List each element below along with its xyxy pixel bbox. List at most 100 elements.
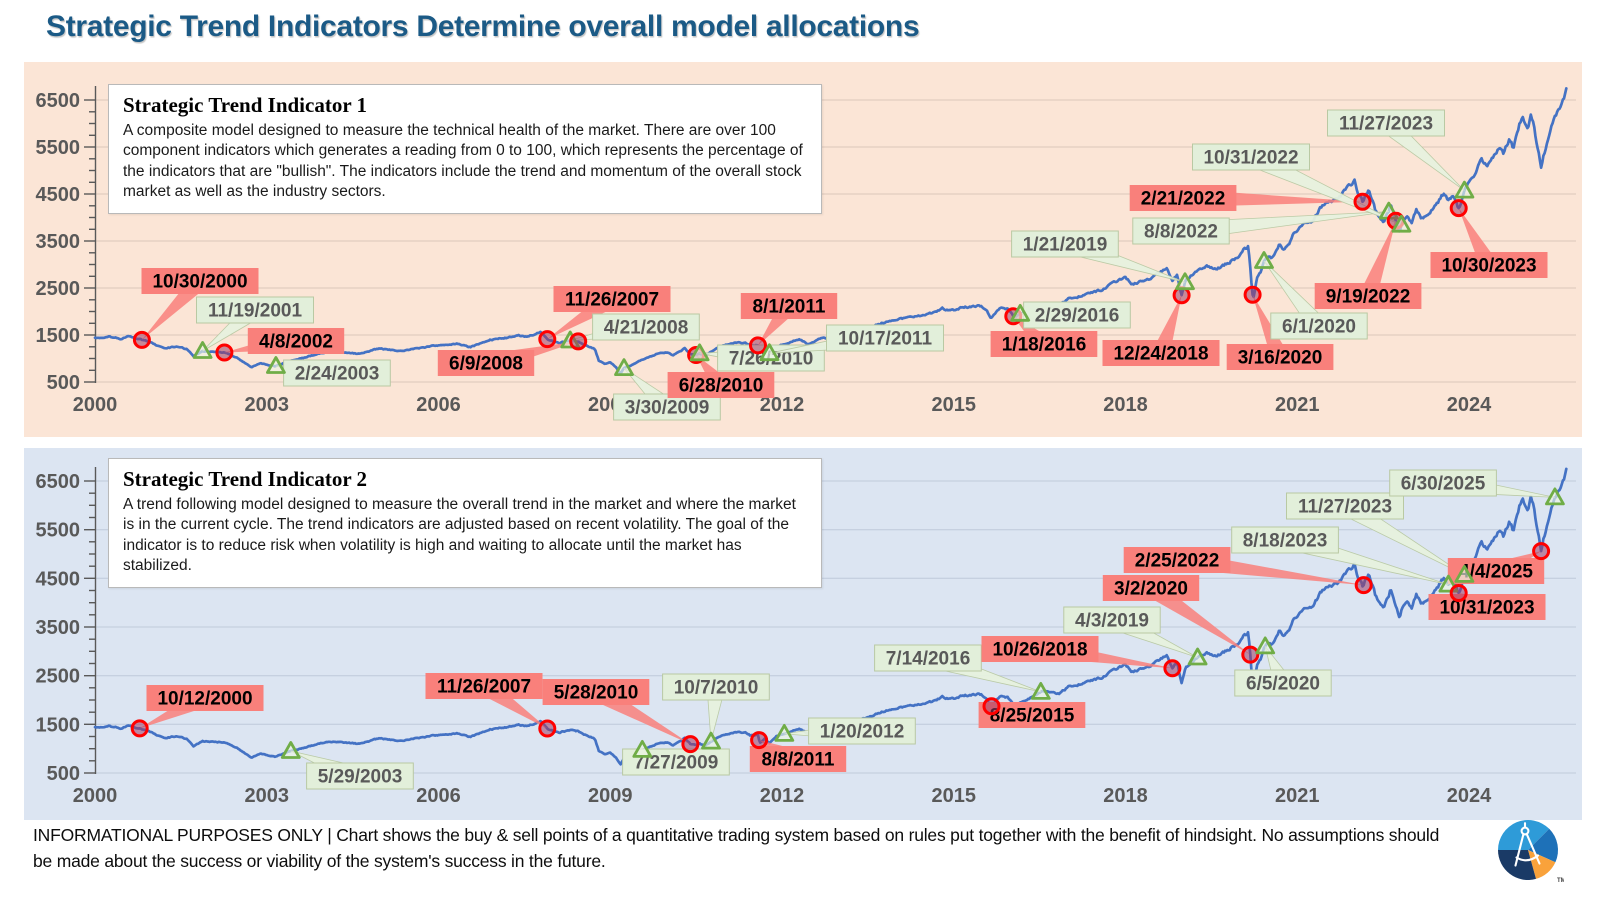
- indicator1-heading: Strategic Trend Indicator 1: [123, 93, 368, 117]
- sell-date-label: [740, 293, 838, 319]
- brand-logo: TM: [1498, 820, 1564, 884]
- sell-marker-icon: [538, 330, 557, 349]
- sell-marker-icon: [132, 330, 151, 349]
- x-axis-label: 2024: [1447, 785, 1492, 807]
- sell-callout-leader: [1359, 220, 1396, 300]
- date-label-text: 4/8/2002: [259, 332, 333, 353]
- buy-marker-icon: [192, 341, 213, 359]
- sell-marker-icon: [1354, 576, 1373, 595]
- buy-marker-icon: [1454, 180, 1475, 199]
- date-label-text: 4/4/2025: [1459, 562, 1533, 583]
- date-label-text: 8/8/2022: [1144, 222, 1218, 243]
- sell-marker-icon: [1163, 659, 1182, 678]
- x-axis-label: 2006: [416, 394, 461, 416]
- sell-marker-icon: [569, 332, 588, 351]
- sell-marker-icon: [130, 719, 149, 738]
- sell-date-label: [425, 673, 543, 699]
- date-label-text: 1/21/2019: [1023, 235, 1108, 256]
- sell-date-label: [981, 636, 1099, 662]
- buy-date-label: [1023, 301, 1131, 329]
- buy-marker-icon: [265, 356, 286, 374]
- indicator1-chart: 500 1500 2500 3500 4500 5500 6500 2000 2003 2006 2…: [36, 86, 1576, 421]
- date-label-text: 11/27/2023: [1339, 114, 1433, 135]
- sell-marker-icon: [1532, 542, 1551, 561]
- date-label-text: 11/19/2001: [208, 301, 302, 322]
- date-label-text: 8/1/2011: [753, 297, 826, 318]
- sell-marker-icon: [1241, 645, 1260, 664]
- y-axis-label: 1500: [36, 714, 81, 736]
- sell-date-label: [437, 350, 535, 376]
- y-axis-label: 3500: [36, 231, 81, 253]
- sell-date-label: [553, 286, 671, 312]
- buy-date-label: [826, 324, 944, 352]
- buy-date-label: [306, 762, 414, 790]
- buy-date-label: [1011, 230, 1119, 258]
- buy-marker-icon: [1391, 214, 1412, 233]
- indicator1-panel: 500 1500 2500 3500 4500 5500 6500 2000 2003 2006 2…: [24, 62, 1582, 437]
- date-label-text: 10/26/2018: [992, 640, 1087, 661]
- date-label-text: 10/7/2010: [674, 678, 759, 699]
- date-label-text: 2/25/2022: [1135, 551, 1220, 572]
- indicator2-text: A trend following model designed to meas…: [123, 496, 796, 575]
- y-axis-label: 2500: [36, 666, 81, 688]
- x-axis-label: 2003: [245, 394, 290, 416]
- sell-date-label: [667, 372, 775, 398]
- buy-date-label: [1063, 606, 1161, 634]
- y-axis-label: 3500: [36, 617, 81, 639]
- sell-date-label: [1314, 283, 1422, 309]
- sell-date-label: [146, 685, 264, 711]
- indicator2-description: Strategic Trend Indicator 2 A trend foll…: [108, 458, 822, 588]
- sell-marker-icon: [215, 343, 234, 362]
- y-axis-label: 4500: [36, 184, 81, 206]
- x-axis-label: 2000: [73, 394, 118, 416]
- y-axis-label: 6500: [36, 90, 81, 112]
- date-label-text: 5/28/2010: [554, 683, 639, 704]
- x-axis-label: 2021: [1275, 785, 1320, 807]
- buy-date-label: [283, 359, 391, 387]
- y-axis-label: 5500: [36, 520, 81, 542]
- sell-marker-icon: [681, 735, 700, 754]
- sell-date-label: [1102, 340, 1220, 366]
- indicator2-panel: 500 1500 2500 3500 4500 5500 6500 2000 2003 2006 2…: [24, 448, 1582, 820]
- date-label-text: 6/30/2025: [1401, 474, 1486, 495]
- date-label-text: 10/12/2000: [157, 689, 252, 710]
- date-label-text: 11/26/2007: [565, 290, 659, 311]
- sell-marker-icon: [749, 336, 767, 355]
- buy-date-label: [1270, 312, 1368, 340]
- x-axis-label: 2024: [1447, 394, 1492, 416]
- buy-date-label: [874, 644, 982, 672]
- sell-date-label: [1129, 185, 1237, 211]
- buy-marker-icon: [632, 739, 653, 758]
- indicator2-chart: 500 1500 2500 3500 4500 5500 6500 2000 2003 2006 2…: [36, 467, 1576, 807]
- buy-marker-icon: [689, 343, 710, 362]
- date-label-text: 11/27/2023: [1298, 497, 1392, 518]
- sell-date-label: [990, 331, 1098, 357]
- buy-date-label: [1231, 526, 1339, 554]
- date-label-text: 2/24/2003: [295, 364, 380, 385]
- date-label-text: 2/21/2022: [1141, 189, 1226, 210]
- sell-marker-icon: [750, 731, 769, 750]
- buy-date-label: [1286, 492, 1404, 520]
- date-label-text: 2/29/2016: [1035, 306, 1120, 327]
- date-label-text: 6/9/2008: [449, 354, 523, 375]
- date-label-text: 7/27/2009: [634, 753, 719, 774]
- x-axis-label: 2015: [932, 394, 977, 416]
- date-label-text: 1/20/2012: [820, 722, 905, 743]
- sell-marker-icon: [1449, 584, 1468, 602]
- date-label-text: 3/30/2009: [625, 398, 710, 419]
- date-label-text: 6/1/2020: [1282, 317, 1356, 338]
- buy-date-label: [1132, 217, 1230, 245]
- y-axis: [84, 86, 97, 383]
- x-axis-label: 2018: [1103, 785, 1148, 807]
- y-axis-label: 2500: [36, 278, 81, 300]
- date-label-text: 10/31/2022: [1203, 148, 1298, 169]
- x-axis-label: 2018: [1103, 394, 1148, 416]
- y-axis: [84, 467, 97, 774]
- date-label-text: 10/31/2023: [1439, 598, 1534, 619]
- page-title: Strategic Trend Indicators Determine ove…: [46, 10, 920, 43]
- date-label-text: 8/25/2015: [990, 706, 1075, 727]
- date-label-text: 5/29/2003: [318, 767, 403, 788]
- date-label-text: 4/21/2008: [604, 318, 689, 339]
- sell-date-label: [1226, 344, 1334, 370]
- x-axis-label: 2006: [416, 785, 461, 807]
